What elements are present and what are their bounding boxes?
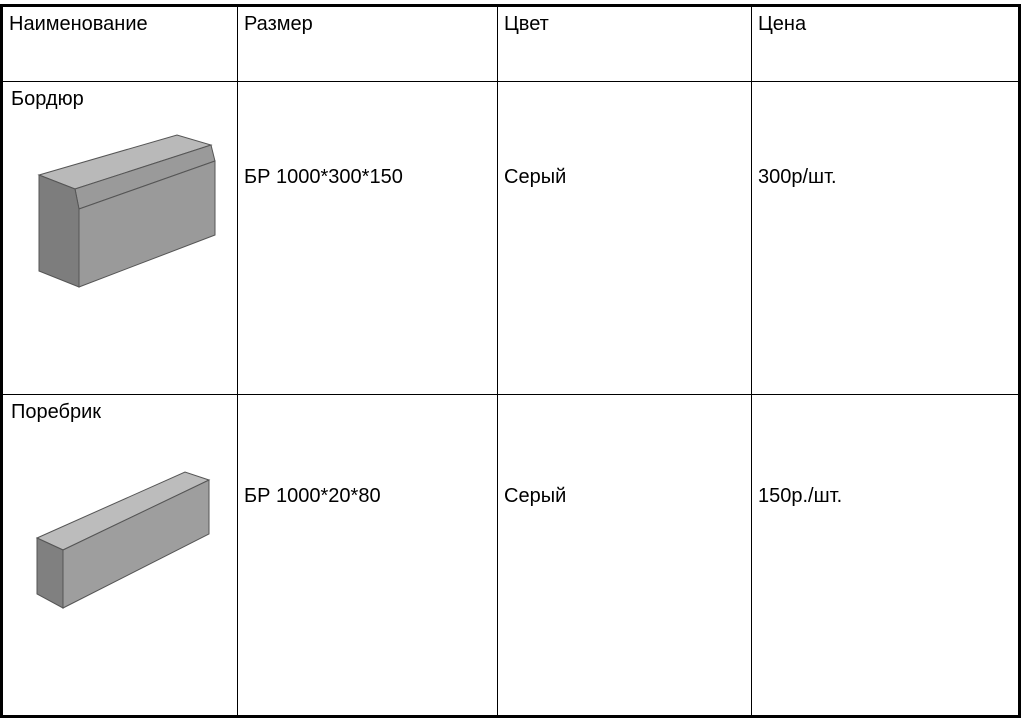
cell-size: БР 1000*20*80 <box>238 395 498 717</box>
cell-name: Бордюр <box>2 82 238 395</box>
cell-name: Поребрик <box>2 395 238 717</box>
cell-size: БР 1000*300*150 <box>238 82 498 395</box>
product-name: Поребрик <box>9 401 231 424</box>
product-image <box>9 117 225 297</box>
col-header-color: Цвет <box>498 6 752 82</box>
cell-color: Серый <box>498 82 752 395</box>
cell-price: 150р./шт. <box>752 395 1020 717</box>
col-header-price: Цена <box>752 6 1020 82</box>
product-name: Бордюр <box>9 88 231 111</box>
cell-color: Серый <box>498 395 752 717</box>
product-image <box>9 430 225 610</box>
cell-price: 300р/шт. <box>752 82 1020 395</box>
col-header-name: Наименование <box>2 6 238 82</box>
table-row: Бордюр БР 1000*300*150 Сер <box>2 82 1020 395</box>
table-row: Поребрик БР 1000*20*80 Серый 150р./шт. <box>2 395 1020 717</box>
products-table: Наименование Размер Цвет Цена Бордюр <box>0 4 1021 718</box>
col-header-size: Размер <box>238 6 498 82</box>
table-header-row: Наименование Размер Цвет Цена <box>2 6 1020 82</box>
